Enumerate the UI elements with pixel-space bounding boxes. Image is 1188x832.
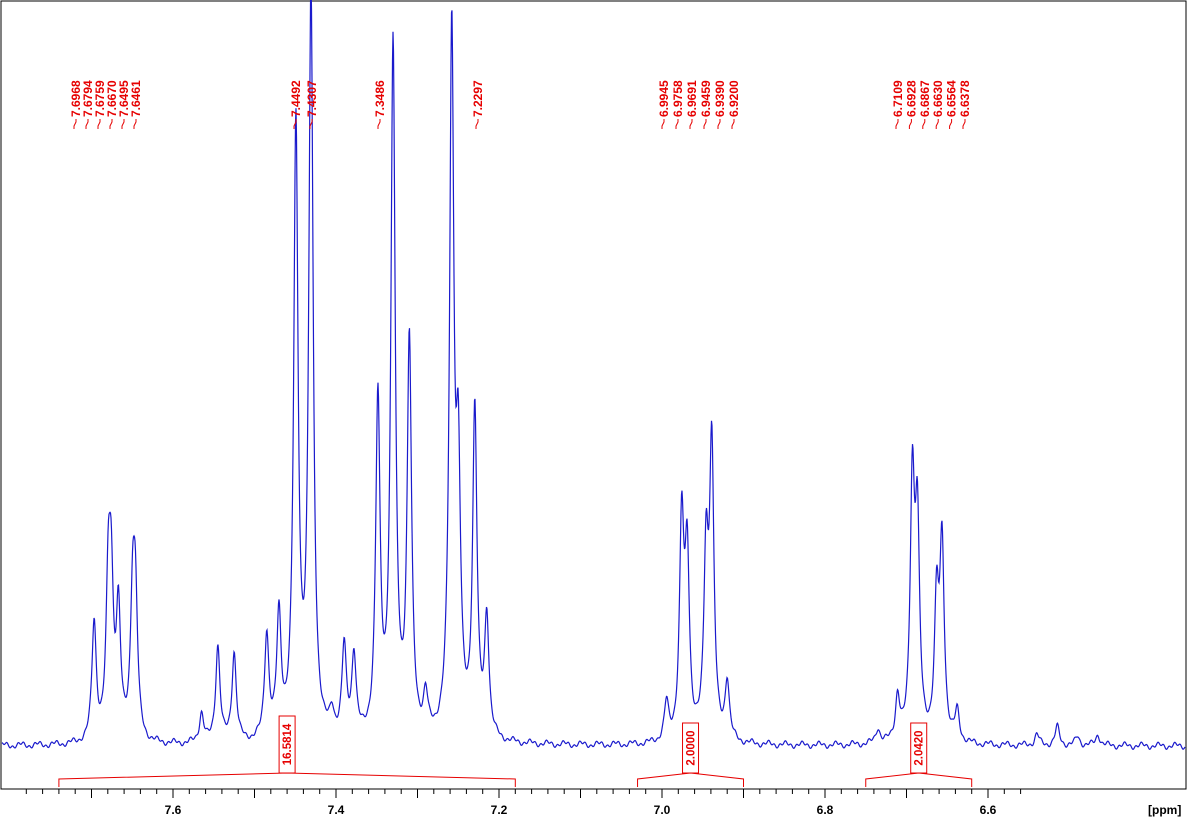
peak-label: 7.6670	[105, 80, 119, 117]
peak-label: 7.4307	[305, 80, 319, 117]
peak-label-group-3: 7.2297	[471, 80, 485, 129]
x-tick-label: 7.2	[491, 803, 508, 817]
integral-value-box	[278, 715, 296, 774]
peak-label: 6.9459	[699, 80, 713, 117]
peak-label-connector	[689, 119, 693, 129]
peak-label: 7.2297	[471, 80, 485, 117]
peak-label: 7.6968	[69, 80, 83, 117]
peak-label: 6.6378	[958, 80, 972, 117]
x-tick-label: 7.0	[654, 803, 671, 817]
x-axis: 7.6 7.4 7.2 7.0 6.8 6.6	[25, 789, 1022, 817]
x-axis-unit-label: [ppm]	[1148, 803, 1181, 817]
peak-label: 6.6867	[918, 80, 932, 117]
peak-label-connector	[962, 119, 966, 129]
peak-label-connector	[309, 119, 313, 129]
peak-label: 7.3486	[373, 80, 387, 117]
peak-label-connector	[935, 119, 939, 129]
peak-label-connector	[895, 119, 899, 129]
integral-value: 16.5814	[282, 723, 294, 765]
peak-label: 6.6630	[931, 80, 945, 117]
peak-label-connector	[475, 119, 479, 129]
peak-label: 6.6928	[904, 80, 918, 117]
peak-label-connector	[922, 119, 926, 129]
peak-label: 6.6564	[945, 80, 959, 117]
peak-label-group-1: 7.4492 7.4307	[289, 80, 319, 129]
peak-label-connector	[377, 119, 381, 129]
peak-label-connector	[293, 119, 297, 129]
peak-label: 7.4492	[289, 80, 303, 117]
integral-value-box	[682, 722, 700, 774]
peak-label-connector	[121, 119, 125, 129]
peak-label: 7.6794	[81, 80, 95, 117]
x-tick-label: 7.6	[165, 803, 182, 817]
peak-label-group-2: 7.3486	[373, 80, 387, 129]
peak-label-connector	[717, 119, 721, 129]
peak-label-connector	[908, 119, 912, 129]
peak-label: 7.6461	[129, 80, 143, 117]
peak-label: 6.9758	[671, 80, 685, 117]
plot-frame	[0, 0, 1187, 790]
peak-label-connector	[97, 119, 101, 129]
integral-annotations: 16.5814 2.0000 2.0420	[58, 715, 973, 787]
integral-value: 2.0420	[914, 730, 926, 765]
spectrum-line	[1, 0, 1186, 750]
peak-label-connector	[731, 119, 735, 129]
peak-label-group-4: 6.9945 6.9758 6.9691 6.9459 6.9390 6.9200	[657, 80, 741, 129]
peak-label: 6.7109	[891, 80, 905, 117]
peak-label-connector	[661, 119, 665, 129]
integral-1: 2.0000	[637, 722, 744, 787]
x-tick-label: 6.6	[980, 803, 997, 817]
peak-label: 7.6495	[117, 80, 131, 117]
peak-label-connector	[133, 119, 137, 129]
peak-label: 7.6759	[93, 80, 107, 117]
integral-0: 16.5814	[58, 715, 516, 787]
x-tick-label: 7.4	[328, 803, 345, 817]
peak-label-connector	[73, 119, 77, 129]
peak-label-connector	[675, 119, 679, 129]
integral-value-box	[910, 722, 928, 774]
integral-value: 2.0000	[686, 730, 698, 765]
peak-label: 6.9691	[685, 80, 699, 117]
peak-label: 6.9390	[713, 80, 727, 117]
integral-2: 2.0420	[865, 722, 973, 787]
peak-label-connector	[703, 119, 707, 129]
peak-label: 6.9945	[657, 80, 671, 117]
peak-label-group-5: 6.7109 6.6928 6.6867 6.6630 6.6564 6.6378	[891, 80, 972, 129]
peak-label-connector	[109, 119, 113, 129]
peak-label: 6.9200	[727, 80, 741, 117]
peak-label-connector	[949, 119, 953, 129]
x-tick-label: 6.8	[817, 803, 834, 817]
peak-label-connector	[85, 119, 89, 129]
